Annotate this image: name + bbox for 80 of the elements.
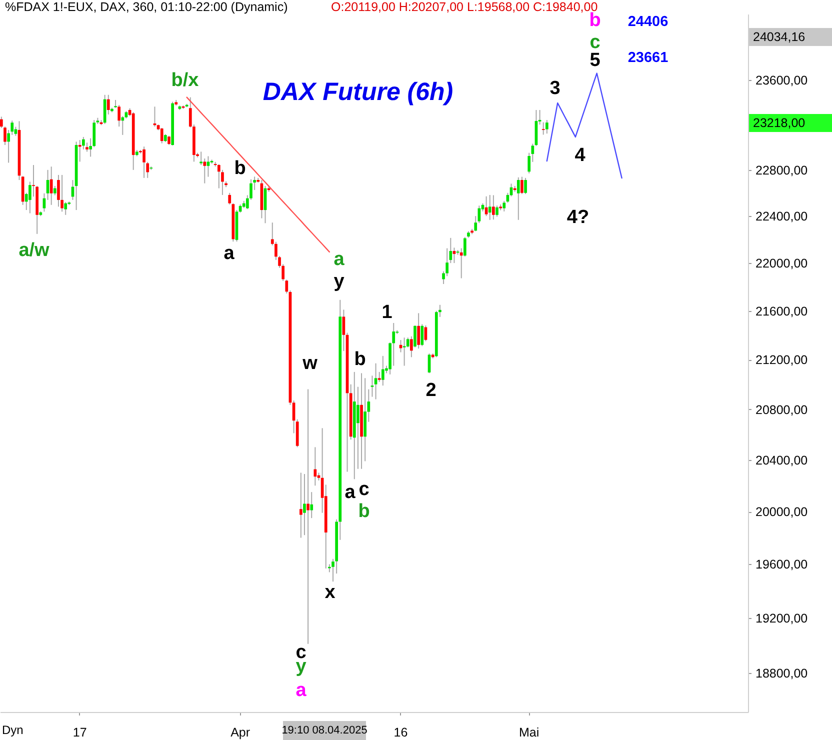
candlestick (488, 194, 492, 220)
annotation: 4 (574, 145, 586, 166)
annotation: c (296, 642, 307, 663)
candlestick (542, 122, 545, 136)
candlestick (106, 94, 110, 115)
annotation: x (324, 582, 336, 603)
annotation: 4? (566, 207, 590, 228)
annotation: w (302, 353, 318, 374)
x-tick-label: Mai (519, 726, 540, 740)
candlestick (496, 205, 498, 218)
candlestick (545, 120, 548, 134)
candlestick (520, 176, 524, 195)
y-tick-label: 20000,00 (756, 505, 808, 520)
candlestick (502, 200, 506, 212)
candlestick (306, 388, 310, 644)
candlestick (356, 386, 360, 470)
candlestick (314, 446, 317, 486)
candlestick (299, 472, 302, 538)
annotation: a (344, 482, 356, 503)
text: 23218,00 (753, 116, 806, 130)
candlestick (370, 375, 374, 398)
annotation: 1 (382, 302, 393, 323)
text: Dyn (2, 723, 24, 737)
candlestick (50, 166, 53, 206)
annotation: 23661 (628, 50, 668, 66)
annotation: 5 (590, 50, 601, 71)
annotation: y (334, 271, 345, 292)
candlestick (378, 371, 381, 382)
candlestick (460, 248, 463, 279)
candlestick (160, 127, 164, 144)
text: DAX Future (6h) (262, 78, 454, 106)
annotation: 24406 (628, 14, 668, 30)
candlestick (492, 194, 495, 220)
candlestick (78, 140, 82, 162)
annotation: 2 (426, 380, 436, 401)
candlestick (142, 146, 146, 178)
candlestick (168, 135, 170, 146)
annotation: a (224, 243, 235, 264)
candlestick (417, 312, 420, 350)
candlestick (374, 362, 378, 400)
candlestick (424, 324, 428, 342)
annotation: c (358, 479, 370, 500)
annotation: a (296, 680, 307, 701)
line-series (546, 72, 622, 179)
candlestick (57, 174, 60, 208)
y-tick-label: 22400,00 (756, 210, 808, 224)
candlestick (200, 151, 203, 166)
candlestick (420, 324, 424, 347)
candlestick (206, 156, 210, 178)
y-tick-label: 22000,00 (756, 256, 808, 271)
candlestick (53, 185, 56, 196)
y-tick-label: 21200,00 (756, 353, 808, 368)
candlestick (381, 355, 384, 386)
x-tick-label: 16 (394, 726, 408, 740)
annotation: a/w (18, 240, 50, 261)
candlestick (402, 337, 406, 366)
annotation: b (354, 349, 366, 370)
y-tick-label: 18800,00 (756, 666, 808, 680)
y-tick-label: 20400,00 (756, 453, 808, 468)
annotation: b/x (171, 70, 200, 91)
text: %FDAX 1!-EUX, DAX, 360, 01:10-22:00 (Dynamic) (5, 0, 288, 14)
candlestick (524, 177, 527, 195)
text: 24034,16 (753, 30, 806, 44)
y-tick-label: 21600,00 (756, 304, 808, 318)
y-tick-label: 19600,00 (756, 558, 808, 572)
annotation: b (234, 158, 246, 179)
x-tick-label: 17 (72, 726, 87, 740)
annotation: b (358, 501, 370, 522)
annotation: 3 (550, 78, 560, 99)
y-tick-label: 20800,00 (756, 402, 808, 417)
candlestick (310, 492, 314, 519)
annotation: a (334, 249, 345, 270)
y-tick-label: 23600,00 (756, 74, 808, 88)
x-tick-label: Apr (230, 726, 250, 740)
candlestick (516, 176, 520, 220)
y-tick-label: 19200,00 (756, 611, 808, 626)
annotation: c (590, 32, 601, 53)
text: 19:10 08.04.2025 (282, 724, 368, 736)
candlestick (60, 174, 64, 212)
y-tick-label: 22800,00 (756, 163, 808, 178)
